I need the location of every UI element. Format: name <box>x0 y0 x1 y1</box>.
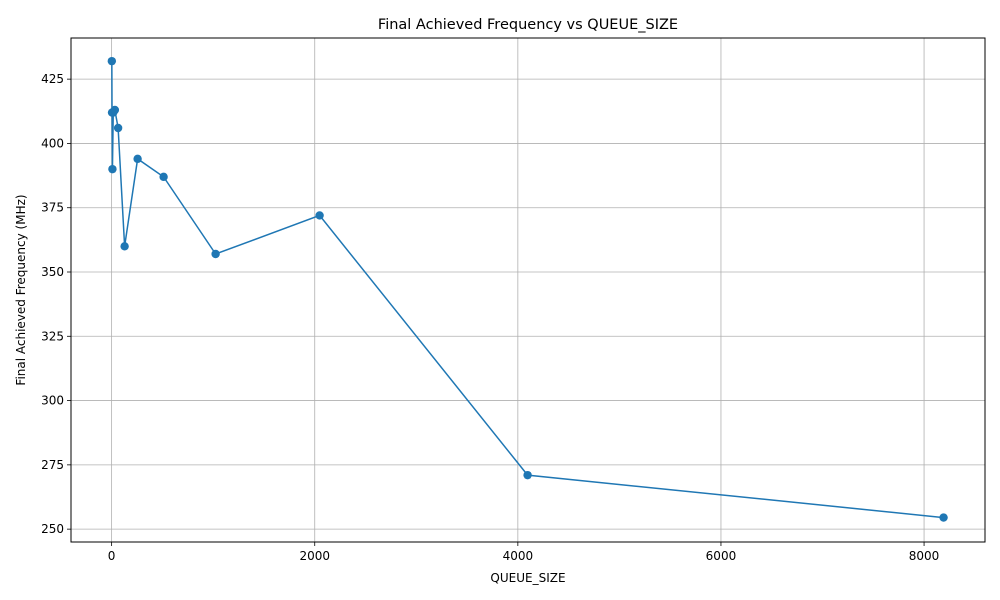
y-tick-label: 300 <box>41 394 64 408</box>
series-layer <box>107 56 948 522</box>
x-tick-label: 4000 <box>503 549 534 563</box>
y-tick-label: 350 <box>41 265 64 279</box>
data-point <box>939 513 948 522</box>
y-tick-label: 400 <box>41 136 64 150</box>
data-point <box>113 123 123 133</box>
axis-ticks: 0 2000 4000 6000 8000 250 275 300 325 350 375 400 42… <box>41 72 939 563</box>
x-tick-label: 8000 <box>909 549 940 563</box>
x-tick-label: 6000 <box>706 549 737 563</box>
data-point <box>120 242 129 251</box>
grid-lines <box>71 38 985 542</box>
y-tick-label: 250 <box>41 522 64 536</box>
data-point <box>523 470 532 480</box>
y-tick-label: 325 <box>41 329 64 343</box>
y-axis-label: Final Achieved Frequency (MHz) <box>14 194 28 385</box>
y-tick-label: 375 <box>41 201 64 215</box>
data-point <box>107 56 117 66</box>
data-point <box>159 172 168 182</box>
data-point <box>211 249 220 259</box>
y-tick-label: 275 <box>41 458 64 472</box>
y-tick-label: 425 <box>41 72 64 86</box>
chart-title: Final Achieved Frequency vs QUEUE_SIZE <box>378 17 678 33</box>
data-point <box>315 211 324 220</box>
x-tick-label: 2000 <box>299 549 330 563</box>
x-tick-label: 0 <box>108 549 116 563</box>
plot-area-frame <box>70 37 986 543</box>
data-point <box>133 154 142 164</box>
data-point <box>108 164 117 174</box>
data-point <box>110 105 120 115</box>
x-axis-label: QUEUE_SIZE <box>490 571 565 585</box>
